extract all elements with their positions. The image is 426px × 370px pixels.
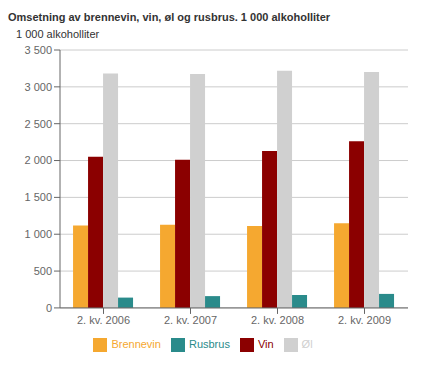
svg-text:500: 500: [34, 265, 52, 277]
svg-text:2. kv. 2006: 2. kv. 2006: [77, 314, 130, 326]
svg-text:2 000: 2 000: [24, 154, 52, 166]
svg-text:0: 0: [46, 302, 52, 314]
svg-text:2. kv. 2008: 2. kv. 2008: [251, 314, 304, 326]
html-text:Vin: Vin: [257, 337, 274, 350]
html-text:Omsetning av brennevin, vin, ø: Omsetning av brennevin, vin, øl og rusbr…: [8, 11, 331, 23]
svg-text:3 000: 3 000: [24, 81, 52, 93]
svg-text:2. kv. 2007: 2. kv. 2007: [164, 314, 217, 326]
html-text:Øl: Øl: [301, 337, 313, 350]
svg-text:2 500: 2 500: [24, 118, 52, 130]
html-text:Brennevin: Brennevin: [111, 337, 161, 350]
svg-text:2. kv. 2009: 2. kv. 2009: [338, 314, 391, 326]
svg-text:1 000: 1 000: [24, 228, 52, 240]
svg-text:1 500: 1 500: [24, 191, 52, 203]
html-text:1 000 alkoholliter: 1 000 alkoholliter: [16, 28, 100, 40]
svg-text:3 500: 3 500: [24, 44, 52, 56]
html-text:Rusbrus: Rusbrus: [188, 337, 230, 350]
